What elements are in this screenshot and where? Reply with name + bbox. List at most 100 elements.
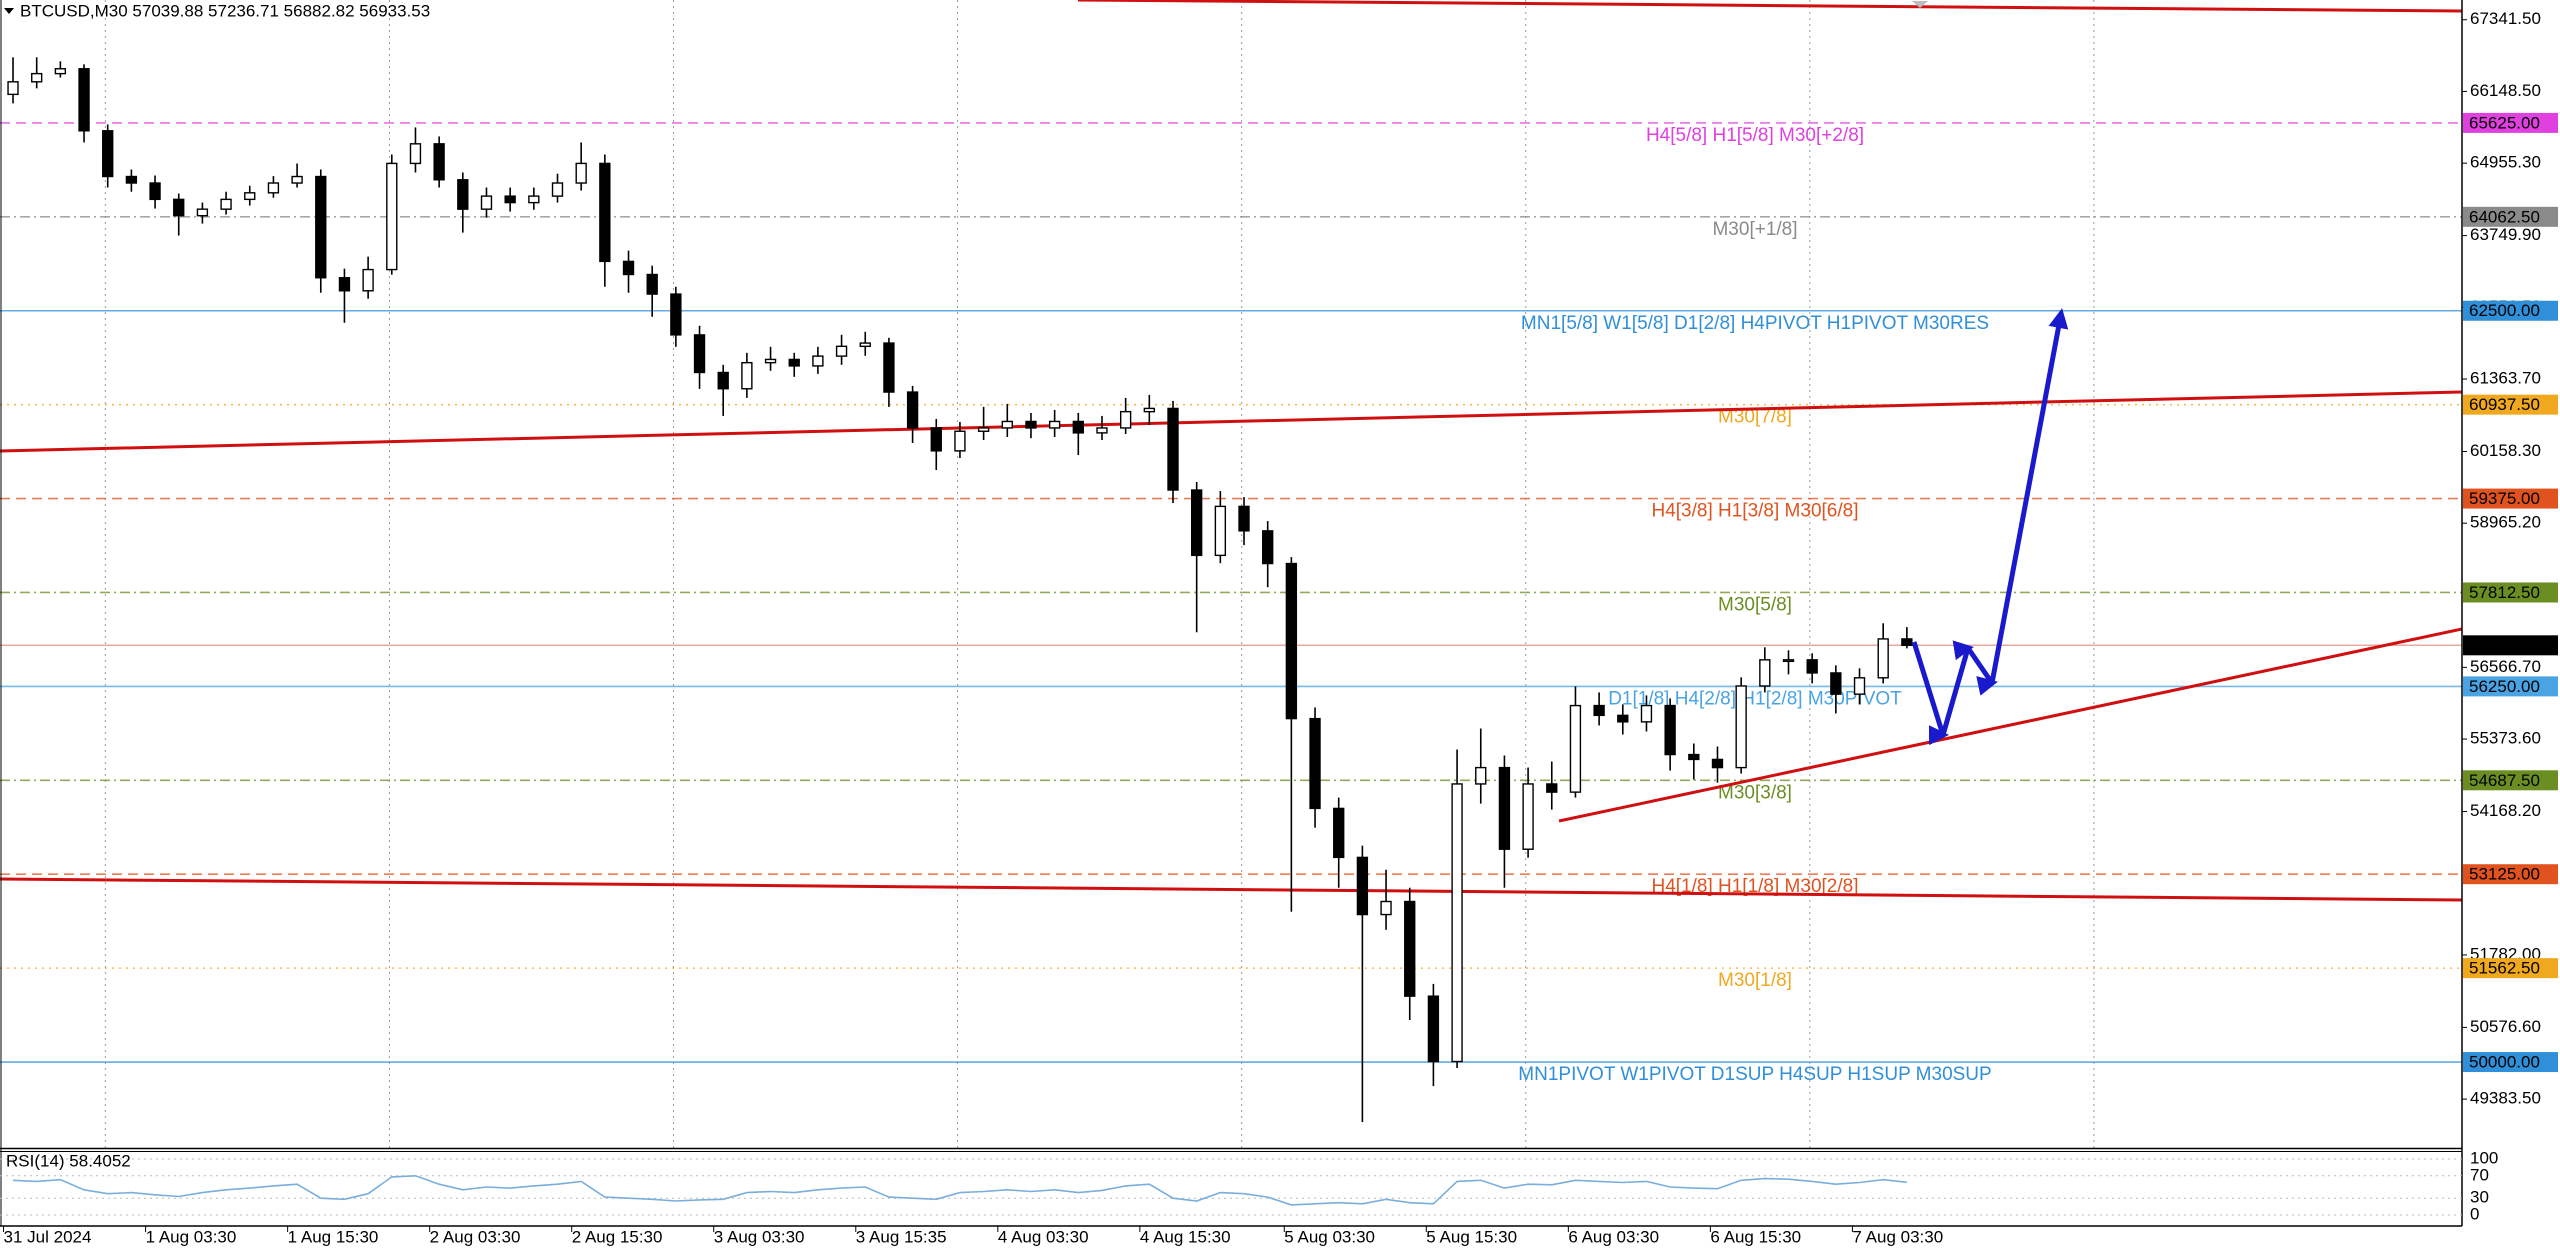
title-arrow — [4, 8, 14, 14]
level-price-box — [2463, 112, 2558, 133]
candle-body — [1238, 505, 1250, 532]
candle-body — [622, 260, 635, 276]
y-tick-label: 54168.20 — [2470, 801, 2541, 820]
level-price-label: 56250.00 — [2469, 677, 2540, 696]
x-tick-label: 4 Aug 15:30 — [1140, 1227, 1231, 1246]
level-label: M30[1/8] — [1718, 970, 1792, 991]
candle-body — [54, 68, 67, 75]
candle-body — [1451, 783, 1463, 1063]
candle-body — [1143, 407, 1155, 413]
x-tick-label: 31 Jul 2024 — [4, 1227, 92, 1246]
candle-body — [1096, 427, 1108, 434]
candle-body — [954, 430, 966, 452]
candle-body — [575, 162, 587, 184]
rsi-tick-label: 30 — [2470, 1188, 2489, 1207]
candle-body — [551, 182, 564, 197]
candle-body — [1309, 717, 1321, 810]
level-price-label: 50000.00 — [2469, 1053, 2540, 1072]
candle-body — [1640, 704, 1653, 723]
candle-body — [1475, 766, 1487, 785]
y-tick-label: 60158.30 — [2470, 441, 2541, 460]
candle-body — [670, 293, 682, 336]
y-tick-label: 63749.90 — [2470, 225, 2541, 244]
level-price-label: 60937.50 — [2469, 395, 2540, 414]
candle-body — [480, 195, 493, 210]
candle-body — [1688, 753, 1700, 761]
candle-body — [1404, 900, 1416, 997]
y-tick-label: 56566.70 — [2470, 657, 2541, 676]
y-tick-label: 66148.50 — [2470, 81, 2541, 100]
candle-body — [1806, 659, 1818, 674]
candle-body — [835, 345, 848, 357]
chart-title: BTCUSD,M30 57039.88 57236.71 56882.82 56… — [20, 1, 430, 20]
candle-body — [386, 162, 398, 271]
level-price-box — [2463, 488, 2558, 509]
rsi-tick-label: 0 — [2470, 1204, 2479, 1223]
candle-body — [1877, 638, 1889, 679]
level-price-box — [2463, 206, 2558, 227]
level-label: M30[5/8] — [1718, 594, 1792, 615]
rsi-title: RSI(14) 58.4052 — [6, 1151, 131, 1170]
y-tick-label: 55373.60 — [2470, 729, 2541, 748]
candle-body — [883, 342, 895, 393]
level-label: M30[+1/8] — [1712, 219, 1797, 240]
candle-body — [528, 195, 540, 204]
x-tick-label: 1 Aug 15:30 — [288, 1227, 379, 1246]
last-price-label: 56933.53 — [2469, 636, 2540, 655]
x-tick-label: 4 Aug 03:30 — [998, 1227, 1089, 1246]
x-tick-label: 5 Aug 15:30 — [1426, 1227, 1517, 1246]
candle-body — [1593, 704, 1605, 717]
labels: BTCUSD,M30 57039.88 57236.71 56882.82 56… — [4, 1, 430, 1170]
axes: 67341.5066148.5064955.3063749.9062556.50… — [3, 9, 2558, 1246]
candle-body — [1333, 807, 1345, 859]
x-tick-label: 1 Aug 03:30 — [146, 1227, 237, 1246]
y-tick-label: 61363.70 — [2470, 369, 2541, 388]
candle-body — [1356, 856, 1369, 916]
level-price-box — [2463, 864, 2558, 885]
level-label: M30[3/8] — [1718, 782, 1792, 803]
candle-body — [1285, 562, 1298, 720]
candle-body — [1072, 420, 1084, 434]
candle-body — [125, 175, 138, 184]
candle-body — [457, 179, 469, 210]
candle-body — [859, 342, 871, 348]
candle-body — [1427, 995, 1440, 1063]
candles — [7, 57, 1913, 1123]
level-price-label: 53125.00 — [2469, 865, 2540, 884]
candle-body — [599, 162, 611, 263]
candle-body — [504, 195, 516, 204]
candle-body — [717, 371, 729, 390]
x-tick-label: 2 Aug 03:30 — [430, 1227, 521, 1246]
level-price-label: 57812.50 — [2469, 583, 2540, 602]
candle-body — [764, 358, 777, 364]
candle-body — [409, 143, 422, 165]
x-tick-label: 2 Aug 15:30 — [572, 1227, 663, 1246]
candle-body — [1380, 900, 1392, 916]
y-tick-label: 67341.50 — [2470, 9, 2541, 28]
candle-body — [7, 81, 19, 96]
y-tick-label: 58965.20 — [2470, 513, 2541, 532]
rsi-tick-label: 70 — [2470, 1165, 2489, 1184]
frame — [0, 0, 2463, 1227]
candle-body — [1048, 420, 1061, 429]
level-price-label: 54687.50 — [2469, 771, 2540, 790]
candle-body — [244, 192, 256, 201]
candle-body — [741, 361, 753, 390]
level-price-box — [2463, 582, 2558, 603]
candle-body — [338, 277, 351, 292]
candle-body — [267, 182, 280, 194]
candle-body — [149, 182, 161, 201]
trendline — [0, 877, 2462, 902]
candle-body — [1617, 714, 1629, 723]
candle-body — [1025, 420, 1037, 429]
candle-body — [1830, 672, 1842, 695]
level-price-box — [2463, 394, 2558, 415]
candle-body — [788, 358, 800, 367]
level-label: MN1[5/8] W1[5/8] D1[2/8] H4PIVOT H1PIVOT… — [1521, 313, 1989, 334]
last-price-box — [2463, 635, 2558, 656]
arrow-path — [1911, 308, 2069, 746]
level-price-label: 65625.00 — [2469, 113, 2540, 132]
